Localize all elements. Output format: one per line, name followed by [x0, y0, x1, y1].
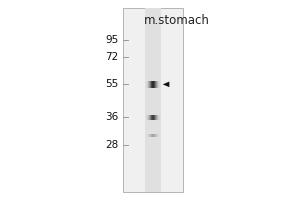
Bar [152, 81, 153, 88]
Bar [145, 134, 146, 137]
Bar [156, 115, 157, 120]
Bar [146, 134, 147, 137]
Bar [152, 134, 153, 137]
Bar [145, 81, 146, 88]
Bar [149, 134, 150, 137]
Bar [123, 8, 183, 192]
Text: 72: 72 [105, 52, 119, 62]
Bar [146, 81, 147, 88]
Bar [160, 81, 161, 88]
Bar [150, 134, 151, 137]
Bar [148, 115, 149, 120]
Bar [157, 81, 158, 88]
Text: m.stomach: m.stomach [144, 14, 210, 27]
Text: 95: 95 [105, 35, 119, 45]
Bar [153, 134, 154, 137]
Bar [158, 81, 159, 88]
Bar [149, 115, 150, 120]
Text: 55: 55 [105, 79, 119, 89]
Bar [149, 81, 150, 88]
Bar [156, 134, 157, 137]
Bar [155, 81, 156, 88]
Bar [158, 115, 159, 120]
Text: 36: 36 [105, 112, 119, 122]
Bar [159, 134, 160, 137]
Bar [154, 81, 155, 88]
Bar [146, 115, 147, 120]
Bar [147, 81, 148, 88]
Bar [157, 134, 158, 137]
Polygon shape [163, 82, 169, 87]
Bar [155, 115, 156, 120]
Bar [145, 115, 146, 120]
Bar [147, 115, 148, 120]
Bar [150, 115, 151, 120]
Bar [156, 81, 157, 88]
Bar [159, 115, 160, 120]
Bar [155, 134, 156, 137]
Bar [150, 81, 151, 88]
Bar [158, 134, 159, 137]
Bar [148, 81, 149, 88]
Bar [157, 115, 158, 120]
Text: 28: 28 [105, 140, 119, 150]
Bar [160, 134, 161, 137]
Bar [159, 81, 160, 88]
Bar [153, 81, 154, 88]
Bar [154, 134, 155, 137]
Bar [160, 115, 161, 120]
Bar [153, 115, 154, 120]
Bar [145, 8, 161, 192]
Bar [148, 134, 149, 137]
Bar [154, 115, 155, 120]
Bar [152, 115, 153, 120]
Bar [147, 134, 148, 137]
